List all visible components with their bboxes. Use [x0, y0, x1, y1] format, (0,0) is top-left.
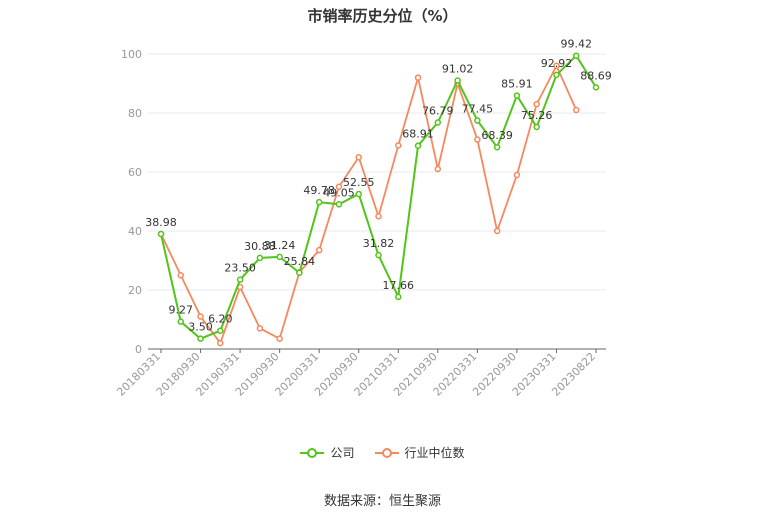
source-note: 数据来源：恒生聚源 [323, 494, 441, 509]
industry-median-series-line [160, 63, 578, 345]
industry-median-point [493, 227, 501, 235]
industry-median-point [375, 213, 382, 220]
industry-median-point [414, 74, 422, 81]
data-label: 92.92 [541, 57, 573, 70]
company-point [236, 276, 244, 283]
legend-line-marker-icon [374, 447, 399, 458]
company-point [355, 190, 362, 198]
company-point [335, 201, 343, 208]
industry-median-point [355, 154, 362, 161]
data-label: 85.91 [501, 78, 533, 91]
industry-median-point [217, 339, 224, 347]
axes: 0204060801002018033120180930201903312019… [114, 48, 606, 399]
company-point [434, 119, 442, 126]
data-label: 49.78 [303, 184, 335, 197]
industry-median-point [177, 272, 185, 279]
industry-median-point [276, 335, 283, 342]
data-label: 31.82 [363, 237, 395, 250]
company-point [197, 335, 204, 342]
industry-median-point [553, 62, 560, 70]
grid-lines [148, 53, 606, 291]
legend-item-company[interactable]: 公司 [300, 444, 355, 461]
industry-median-point [315, 246, 323, 254]
data-label: 3.50 [188, 321, 213, 334]
company-point [592, 84, 600, 91]
industry-median-point [197, 313, 204, 320]
data-label: 23.50 [224, 262, 256, 275]
data-label: 77.45 [462, 103, 494, 116]
company-point [157, 230, 165, 238]
y-tick-label: 20 [128, 284, 142, 297]
data-label: 6.20 [208, 313, 233, 326]
data-label: 88.69 [580, 69, 612, 82]
data-label: 9.27 [169, 304, 194, 317]
data-label: 99.42 [560, 38, 592, 51]
industry-median-point [395, 142, 402, 149]
data-label: 31.24 [264, 239, 296, 252]
company-point [296, 269, 303, 277]
company-point [375, 251, 382, 259]
company-point [256, 254, 264, 262]
data-label: 52.55 [343, 176, 375, 189]
series-lines [157, 52, 600, 347]
data-label: 75.26 [521, 109, 553, 122]
legend-label: 行业中位数 [404, 446, 465, 460]
industry-median-point [513, 171, 521, 179]
legend-line-marker-icon [300, 447, 325, 458]
industry-median-point [256, 325, 264, 332]
company-point [395, 293, 402, 301]
company-point [414, 142, 422, 149]
industry-median-point [335, 183, 343, 190]
company-point [493, 143, 501, 151]
company-point [315, 198, 323, 206]
legend: 公司 行业中位数 [0, 444, 765, 461]
company-point [276, 253, 283, 261]
data-label: 91.02 [442, 62, 474, 75]
industry-median-point [474, 136, 481, 143]
chart-title: 市销率历史分位（%） [307, 7, 458, 25]
industry-median-point [533, 100, 540, 108]
data-label: 38.98 [145, 216, 177, 229]
data-label: 68.39 [481, 129, 513, 142]
company-point [533, 123, 540, 131]
y-tick-label: 60 [128, 166, 142, 179]
data-label: 76.79 [422, 104, 454, 117]
company-point [572, 52, 580, 59]
company-point [217, 327, 224, 334]
company-point [454, 77, 461, 84]
industry-median-point [434, 165, 442, 173]
data-label: 17.66 [383, 279, 415, 292]
data-label: 49.05 [323, 186, 355, 199]
company-point [513, 92, 521, 99]
company-point [553, 71, 560, 79]
data-label: 25.84 [284, 255, 316, 268]
y-tick-label: 40 [128, 225, 142, 238]
company-point [177, 318, 185, 325]
data-label: 68.91 [402, 128, 434, 141]
y-tick-label: 100 [121, 48, 142, 61]
legend-label: 公司 [330, 446, 355, 460]
y-tick-label: 0 [135, 343, 142, 356]
data-label: 30.88 [244, 240, 276, 253]
company-series-line [160, 54, 597, 340]
company-point [474, 117, 481, 124]
legend-item-industry-median[interactable]: 行业中位数 [374, 444, 465, 461]
industry-median-point [572, 106, 580, 114]
y-tick-label: 80 [128, 107, 142, 120]
